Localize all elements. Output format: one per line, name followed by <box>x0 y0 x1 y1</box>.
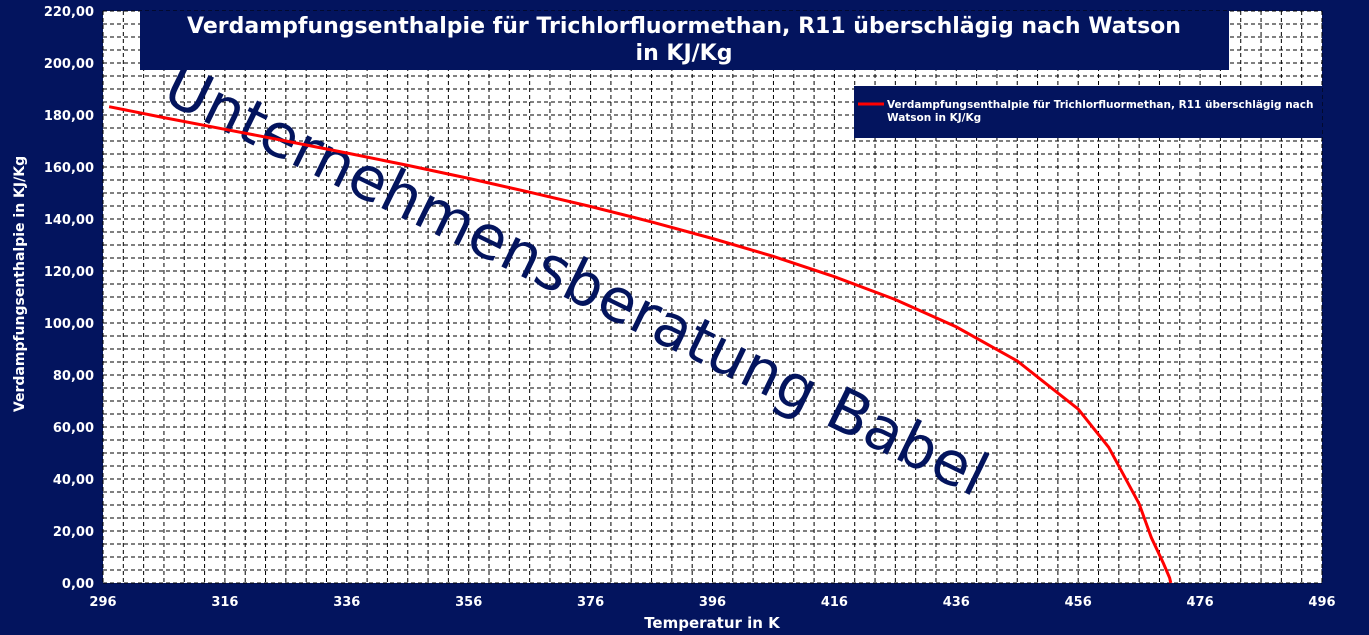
legend-entry-line1: Verdampfungsenthalpie für Trichlorfluorm… <box>887 99 1313 111</box>
x-tick-label: 476 <box>1187 595 1214 610</box>
y-axis-label: Verdampfungsenthalpie in KJ/Kg <box>12 156 28 412</box>
x-tick-label: 456 <box>1065 595 1092 610</box>
chart-title-line1: Verdampfungsenthalpie für Trichlorfluorm… <box>187 14 1181 39</box>
x-tick-label: 296 <box>89 595 116 610</box>
x-axis-label: Temperatur in K <box>644 614 781 632</box>
x-tick-label: 376 <box>577 595 604 610</box>
grid <box>102 10 1323 584</box>
y-tick-label: 80,00 <box>53 369 94 384</box>
y-tick-label: 180,00 <box>44 109 94 124</box>
x-tick-label: 496 <box>1308 595 1335 610</box>
y-tick-label: 0,00 <box>62 577 94 592</box>
x-tick-label: 436 <box>943 595 970 610</box>
y-axis-ticks: 0,00 20,00 40,00 60,00 80,00 100,00 120,00 140,… <box>44 5 94 592</box>
x-tick-label: 316 <box>211 595 238 610</box>
x-axis-ticks: 296 316 336 356 376 396 416 436 456 476 496 <box>89 595 1335 610</box>
x-tick-label: 356 <box>455 595 482 610</box>
legend-entry-line2: Watson in KJ/Kg <box>887 112 981 124</box>
chart-title-line2: in KJ/Kg <box>636 41 733 66</box>
x-tick-label: 416 <box>821 595 848 610</box>
y-tick-label: 140,00 <box>44 213 94 228</box>
series-line <box>108 105 1173 584</box>
y-tick-label: 60,00 <box>53 421 94 436</box>
y-tick-label: 20,00 <box>53 525 94 540</box>
y-tick-label: 100,00 <box>44 317 94 332</box>
y-tick-label: 40,00 <box>53 473 94 488</box>
y-tick-label: 160,00 <box>44 161 94 176</box>
x-tick-label: 396 <box>699 595 726 610</box>
chart-title-box <box>140 11 1229 70</box>
x-tick-label: 336 <box>333 595 360 610</box>
y-tick-label: 120,00 <box>44 265 94 280</box>
y-tick-label: 200,00 <box>44 57 94 72</box>
y-tick-label: 220,00 <box>44 5 94 20</box>
legend-box <box>854 86 1322 138</box>
